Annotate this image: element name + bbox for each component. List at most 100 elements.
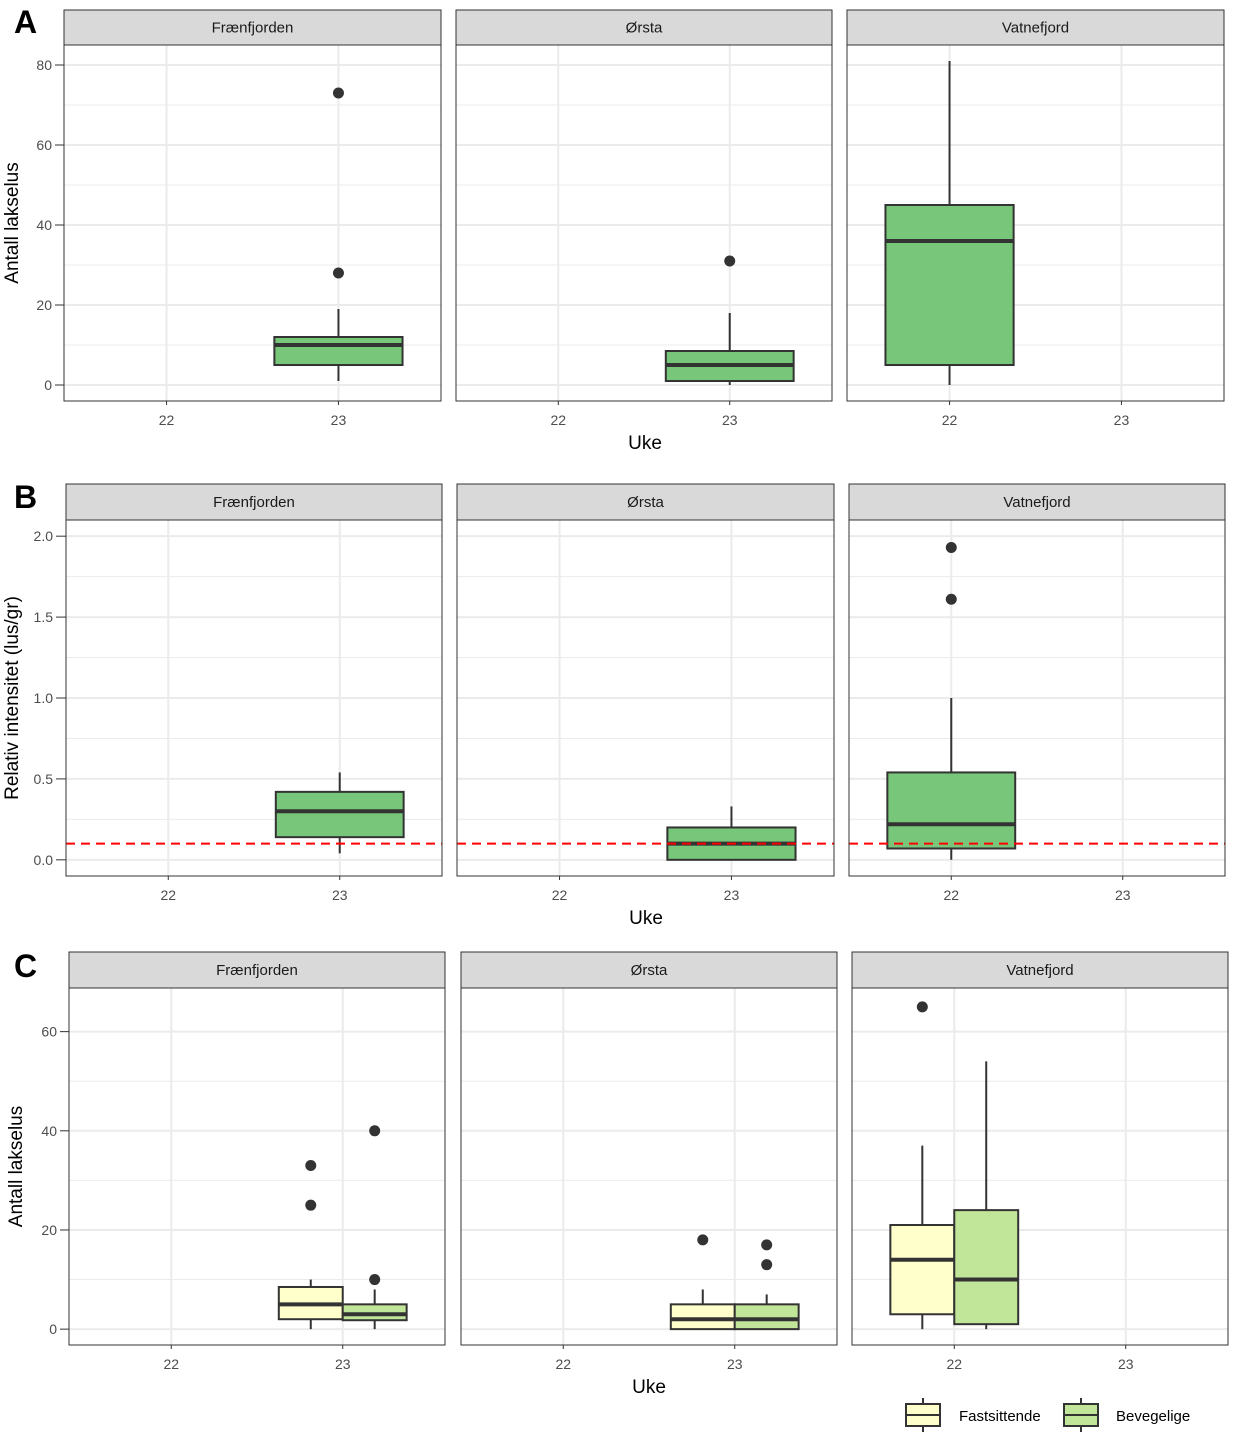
y-tick-label: 40 [36, 217, 52, 233]
x-tick-label: 22 [555, 1356, 571, 1372]
panel-tag-a: A [14, 4, 37, 40]
panel-border [68, 987, 446, 1346]
y-tick-label: 60 [36, 137, 52, 153]
outlier-point [724, 255, 736, 267]
outlier-point [761, 1239, 773, 1251]
panel-border [460, 987, 838, 1346]
boxplot [274, 772, 405, 854]
y-tick-label: 2.0 [34, 528, 54, 544]
facet-strip [846, 9, 1225, 46]
boxplot [664, 255, 795, 385]
box-iqr [733, 1303, 800, 1331]
outlier-point [305, 1160, 317, 1172]
panel-border [846, 44, 1225, 402]
y-axis-title: Relativ intensitet (lus/gr) [2, 596, 23, 800]
facet-strip [851, 951, 1229, 989]
x-axis-title: Uke [632, 1377, 666, 1398]
panel-border [848, 519, 1226, 877]
outlier-point [916, 1001, 928, 1013]
x-tick-label: 23 [335, 1356, 351, 1372]
outlier-point [369, 1274, 381, 1286]
facet-strip [456, 483, 835, 521]
outlier-point [332, 87, 344, 99]
y-tick-label: 20 [36, 297, 52, 313]
box-iqr [274, 790, 405, 839]
boxplot [884, 61, 1015, 385]
panel-border [456, 519, 835, 877]
x-tick-label: 22 [159, 412, 175, 428]
x-tick-label: 22 [552, 887, 568, 903]
x-tick-label: 22 [942, 412, 958, 428]
y-tick-label: 1.0 [34, 690, 54, 706]
boxplot [669, 1234, 736, 1331]
facet-strip-label: Frænfjorden [213, 494, 295, 511]
facet-strip [63, 9, 442, 46]
boxplot [733, 1239, 800, 1331]
panel-tag-c: C [14, 948, 37, 984]
boxplot [273, 87, 404, 381]
x-tick-label: 23 [722, 412, 738, 428]
boxplot [277, 1160, 344, 1330]
facet-strip-label: Frænfjorden [216, 962, 298, 979]
facet-panel: Frænfjorden 22 23 [68, 951, 446, 1372]
outlier-point [369, 1125, 381, 1137]
facet-strip-label: Vatnefjord [1002, 20, 1069, 37]
x-tick-label: 23 [332, 887, 348, 903]
facet-strip-label: Frænfjorden [212, 20, 294, 37]
outlier-point [945, 593, 957, 605]
y-tick-label: 0.0 [34, 852, 54, 868]
outlier-point [305, 1199, 317, 1211]
facet-strip-label: Ørsta [631, 962, 668, 979]
plot-background [461, 988, 837, 1345]
facet-panel: Vatnefjord 22 23 [851, 951, 1229, 1372]
x-tick-label: 22 [163, 1356, 179, 1372]
chart-c: C Antall lakselus 0 20 40 60 Uke Frænfjorden 22 2… [6, 948, 1229, 1432]
facet-panel: Vatnefjord 22 23 [846, 9, 1225, 428]
y-tick-label: 40 [41, 1123, 57, 1139]
y-tick-label: 1.5 [34, 609, 54, 625]
facet-panel: Vatnefjord 22 23 [848, 483, 1226, 903]
panel-tag-b: B [14, 479, 37, 515]
y-tick-label: 80 [36, 57, 52, 73]
outlier-point [945, 542, 957, 554]
outlier-point [761, 1259, 773, 1271]
legend-key-bevegelige [1063, 1398, 1099, 1432]
box-iqr [669, 1303, 736, 1331]
legend: Fastsittende Bevegelige [905, 1398, 1190, 1432]
box-iqr [273, 336, 404, 366]
plot-background [456, 45, 832, 401]
x-tick-label: 23 [727, 1356, 743, 1372]
x-tick-label: 23 [1115, 887, 1131, 903]
facet-strip [455, 9, 833, 46]
box-iqr [889, 1224, 956, 1316]
facet-panel: Ørsta 22 23 [456, 483, 835, 903]
legend-label: Bevegelige [1116, 1408, 1190, 1425]
plot-background [69, 988, 445, 1345]
legend-label: Fastsittende [959, 1408, 1041, 1425]
x-tick-label: 22 [943, 887, 959, 903]
outlier-point [697, 1234, 709, 1246]
facet-strip-label: Vatnefjord [1006, 962, 1073, 979]
box-iqr [884, 204, 1015, 366]
outlier-point [332, 267, 344, 279]
boxplot [953, 1061, 1020, 1330]
panel-border [63, 44, 442, 402]
legend-key-fastsittende [905, 1398, 941, 1432]
y-tick-label: 0.5 [34, 771, 54, 787]
y-tick-label: 60 [41, 1024, 57, 1040]
panel-border [455, 44, 833, 402]
x-tick-label: 22 [946, 1356, 962, 1372]
y-axis-title: Antall lakselus [6, 1106, 27, 1227]
x-axis-title: Uke [628, 433, 662, 454]
boxplot [341, 1125, 408, 1330]
y-tick-label: 0 [49, 1321, 57, 1337]
panel-border [851, 987, 1229, 1346]
y-axis-title: Antall lakselus [2, 162, 23, 283]
facet-panel: Ørsta 22 23 [460, 951, 838, 1372]
x-tick-label: 22 [160, 887, 176, 903]
boxplot [886, 542, 1017, 860]
y-tick-label: 20 [41, 1222, 57, 1238]
chart-b: B Relativ intensitet (lus/gr) 0.0 0.5 1.0 1.5… [2, 479, 1226, 929]
x-tick-label: 23 [724, 887, 740, 903]
